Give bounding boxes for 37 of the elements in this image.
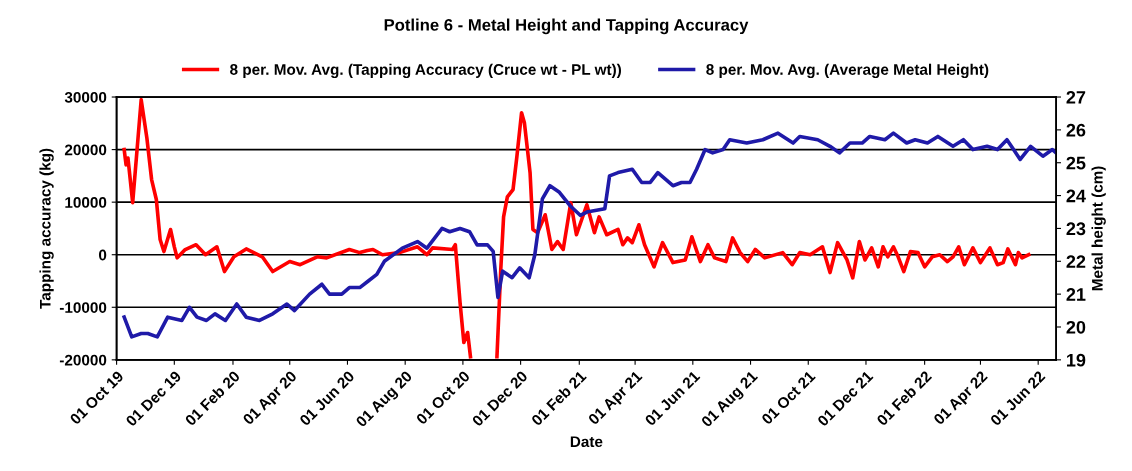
y2-axis-title: Metal height (cm): [1091, 166, 1106, 291]
x-tick-label: 01 Jun 22: [989, 370, 1046, 427]
x-tick-label: 01 Feb 20: [184, 370, 241, 427]
y2-tick-label: 24: [1066, 189, 1086, 203]
x-tick-label: 01 Jun 20: [298, 370, 355, 427]
y-tick-label: -10000: [59, 302, 107, 313]
x-tick-label: 01 Feb 21: [530, 369, 587, 427]
y2-tick-label: 23: [1066, 222, 1086, 236]
y2-tick-label: 25: [1066, 156, 1086, 170]
x-tick-label: 01 Dec 20: [471, 370, 529, 427]
y-axis-title: Tapping accuracy (kg): [39, 148, 54, 309]
x-tick-label: 01 Jun 21: [644, 370, 701, 427]
x-tick-label: 01 Dec 21: [816, 370, 874, 427]
y-tick-label: -20000: [59, 354, 107, 366]
x-tick-label: 01 Feb 22: [875, 369, 933, 427]
legend-label: 8 per. Mov. Avg. (Average Metal Height): [706, 63, 989, 79]
x-tick-label: 01 Oct 20: [415, 370, 471, 426]
y2-tick-label: 21: [1066, 288, 1086, 301]
x-tick-label: 01 Oct 19: [69, 370, 125, 426]
y2-tick-label: 27: [1066, 90, 1086, 104]
y-tick-label: 30000: [64, 91, 107, 103]
x-tick-label: 01 Dec 19: [125, 370, 182, 427]
chart-title: Potline 6 - Metal Height and Tapping Accuracy: [384, 18, 749, 35]
x-tick-label: 01 Apr 20: [242, 370, 300, 428]
y2-tick-label: 26: [1066, 123, 1086, 137]
x-axis-title: Date: [570, 436, 603, 448]
y2-tick-label: 22: [1066, 255, 1086, 268]
y-tick-label: 20000: [64, 144, 107, 156]
y-tick-label: 0: [98, 249, 107, 261]
legend-label: 8 per. Mov. Avg. (Tapping Accuracy (Cruce wt - PL wt)): [230, 63, 622, 79]
y2-tick-label: 19: [1067, 353, 1086, 367]
y2-tick-label: 20: [1066, 320, 1086, 334]
line-series: [122, 131, 1057, 339]
x-tick-label: 01 Oct 21: [760, 370, 816, 426]
y-tick-label: 10000: [65, 197, 107, 208]
x-tick-label: 01 Apr 22: [932, 370, 991, 428]
x-tick-label: 01 Apr 21: [587, 370, 645, 428]
